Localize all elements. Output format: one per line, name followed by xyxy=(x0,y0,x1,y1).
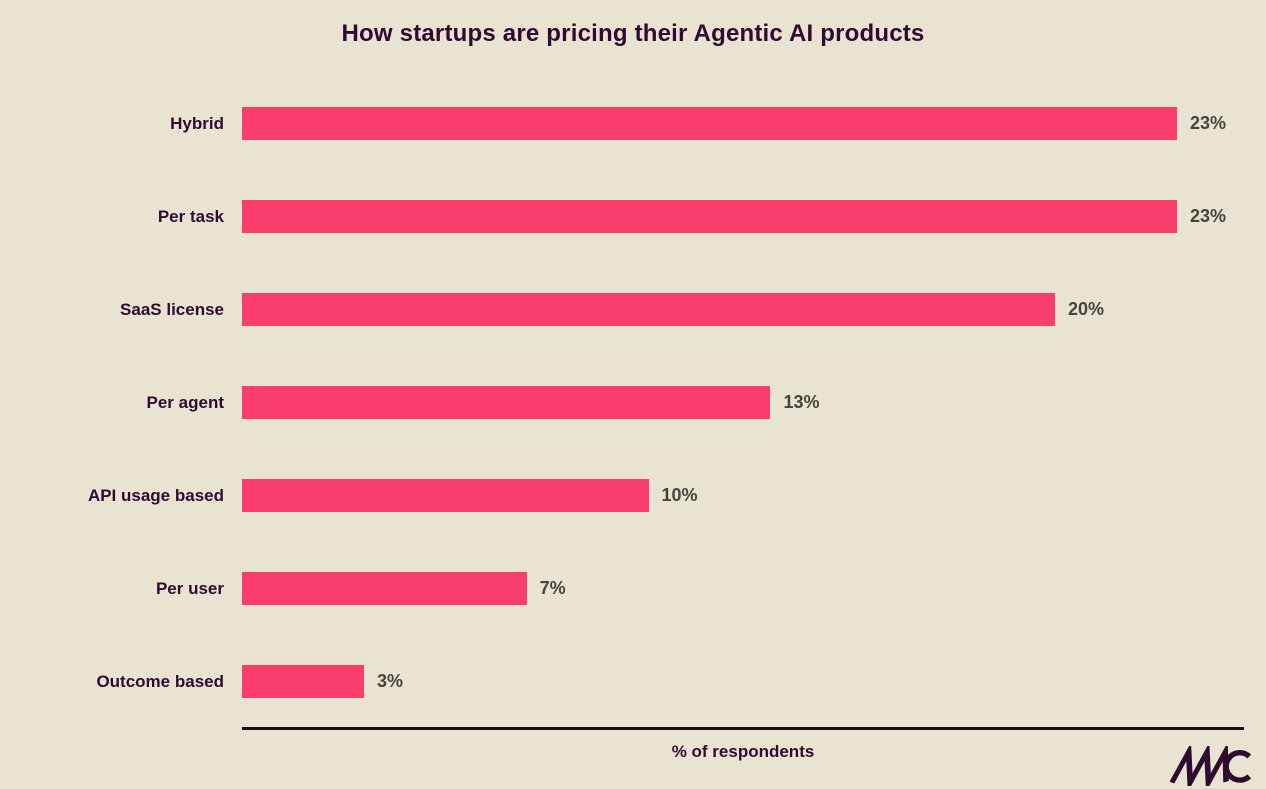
bar-track xyxy=(242,665,364,698)
category-label: Per user xyxy=(155,578,224,598)
bar-row: Per task 23% xyxy=(0,170,1266,263)
bar xyxy=(242,572,527,605)
value-label: 20% xyxy=(1068,299,1105,319)
x-axis-label: % of respondents xyxy=(671,742,815,761)
bar-track xyxy=(242,386,771,419)
bar-track xyxy=(242,293,1056,326)
value-label: 10% xyxy=(661,485,698,505)
bar-row: Per user 7% xyxy=(0,542,1266,635)
category-label: Per task xyxy=(157,206,224,226)
bar-row: Outcome based 3% xyxy=(0,635,1266,728)
chart-title: How startups are pricing their Agentic A… xyxy=(341,20,925,47)
category-label: SaaS license xyxy=(120,299,224,319)
value-label: 23% xyxy=(1190,206,1227,226)
bar xyxy=(242,386,771,419)
bar-row: SaaS license 20% xyxy=(0,263,1266,356)
bar-chart: Hybrid 23% Per task 23% SaaS license 20% Per a… xyxy=(0,77,1266,728)
value-label: 3% xyxy=(376,671,403,691)
category-label: Per agent xyxy=(146,392,224,412)
value-label: 13% xyxy=(783,392,820,412)
bar-row: Hybrid 23% xyxy=(0,77,1266,170)
bar-track xyxy=(242,479,649,512)
bar xyxy=(242,479,649,512)
bar-row: API usage based 10% xyxy=(0,449,1266,542)
mmc-logo xyxy=(1170,746,1258,786)
bar-track xyxy=(242,200,1177,233)
category-label: Hybrid xyxy=(170,113,224,133)
x-axis-line xyxy=(242,727,1244,730)
category-label: API usage based xyxy=(87,485,224,505)
bar-track xyxy=(242,107,1177,140)
bar xyxy=(242,293,1056,326)
category-label: Outcome based xyxy=(96,671,224,691)
bar-track xyxy=(242,572,527,605)
bar xyxy=(242,200,1177,233)
value-label: 23% xyxy=(1190,113,1227,133)
bar xyxy=(242,665,364,698)
value-label: 7% xyxy=(539,578,566,598)
bar xyxy=(242,107,1177,140)
bar-row: Per agent 13% xyxy=(0,356,1266,449)
mmc-logo-icon xyxy=(1170,746,1252,786)
